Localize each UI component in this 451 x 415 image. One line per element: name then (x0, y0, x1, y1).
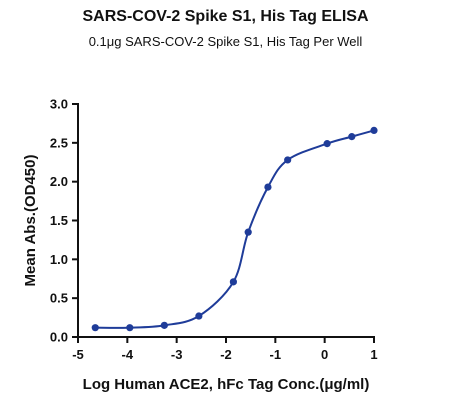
data-point (126, 324, 134, 332)
data-point (370, 126, 378, 135)
y-tick-label: 1.0 (50, 252, 68, 267)
chart-title: SARS-COV-2 Spike S1, His Tag ELISA (82, 8, 369, 25)
x-tick-label: -5 (72, 347, 84, 362)
x-tick-label: -3 (171, 347, 183, 362)
data-point (195, 312, 203, 320)
data-point (348, 133, 356, 141)
y-tick-label: 2.5 (50, 135, 68, 150)
y-tick-label: 0.0 (50, 330, 68, 345)
x-tick-label: 0 (321, 347, 328, 362)
fit-curve (95, 129, 375, 329)
data-points-layer (91, 126, 378, 332)
data-point (229, 278, 237, 286)
data-point (244, 228, 252, 236)
x-axis-label: Log Human ACE2, hFc Tag Conc.(μg/ml) (83, 376, 370, 393)
x-tick-label: -4 (122, 347, 134, 362)
y-tick-label: 3.0 (50, 97, 68, 112)
y-tick-label: 1.5 (50, 213, 68, 228)
data-point (91, 324, 99, 332)
data-point (264, 183, 272, 191)
chart-subtitle: 0.1μg SARS-COV-2 Spike S1, His Tag Per W… (88, 34, 363, 49)
y-tick-label: 2.0 (50, 174, 68, 189)
data-point (284, 156, 292, 164)
data-point (323, 140, 331, 148)
x-tick-label: -2 (220, 347, 232, 362)
x-tick-label: -1 (270, 347, 282, 362)
axes: 0.0 0.5 1.0 1.5 2.0 2.5 3.0 -5 -4 -3 -2 -1 0 1 (50, 97, 378, 363)
y-axis-label: Mean Abs.(OD450) (22, 155, 39, 287)
x-tick-label: 1 (370, 347, 377, 362)
data-point (160, 321, 168, 329)
y-tick-label: 0.5 (50, 291, 68, 306)
fit-curve-layer (95, 129, 375, 329)
